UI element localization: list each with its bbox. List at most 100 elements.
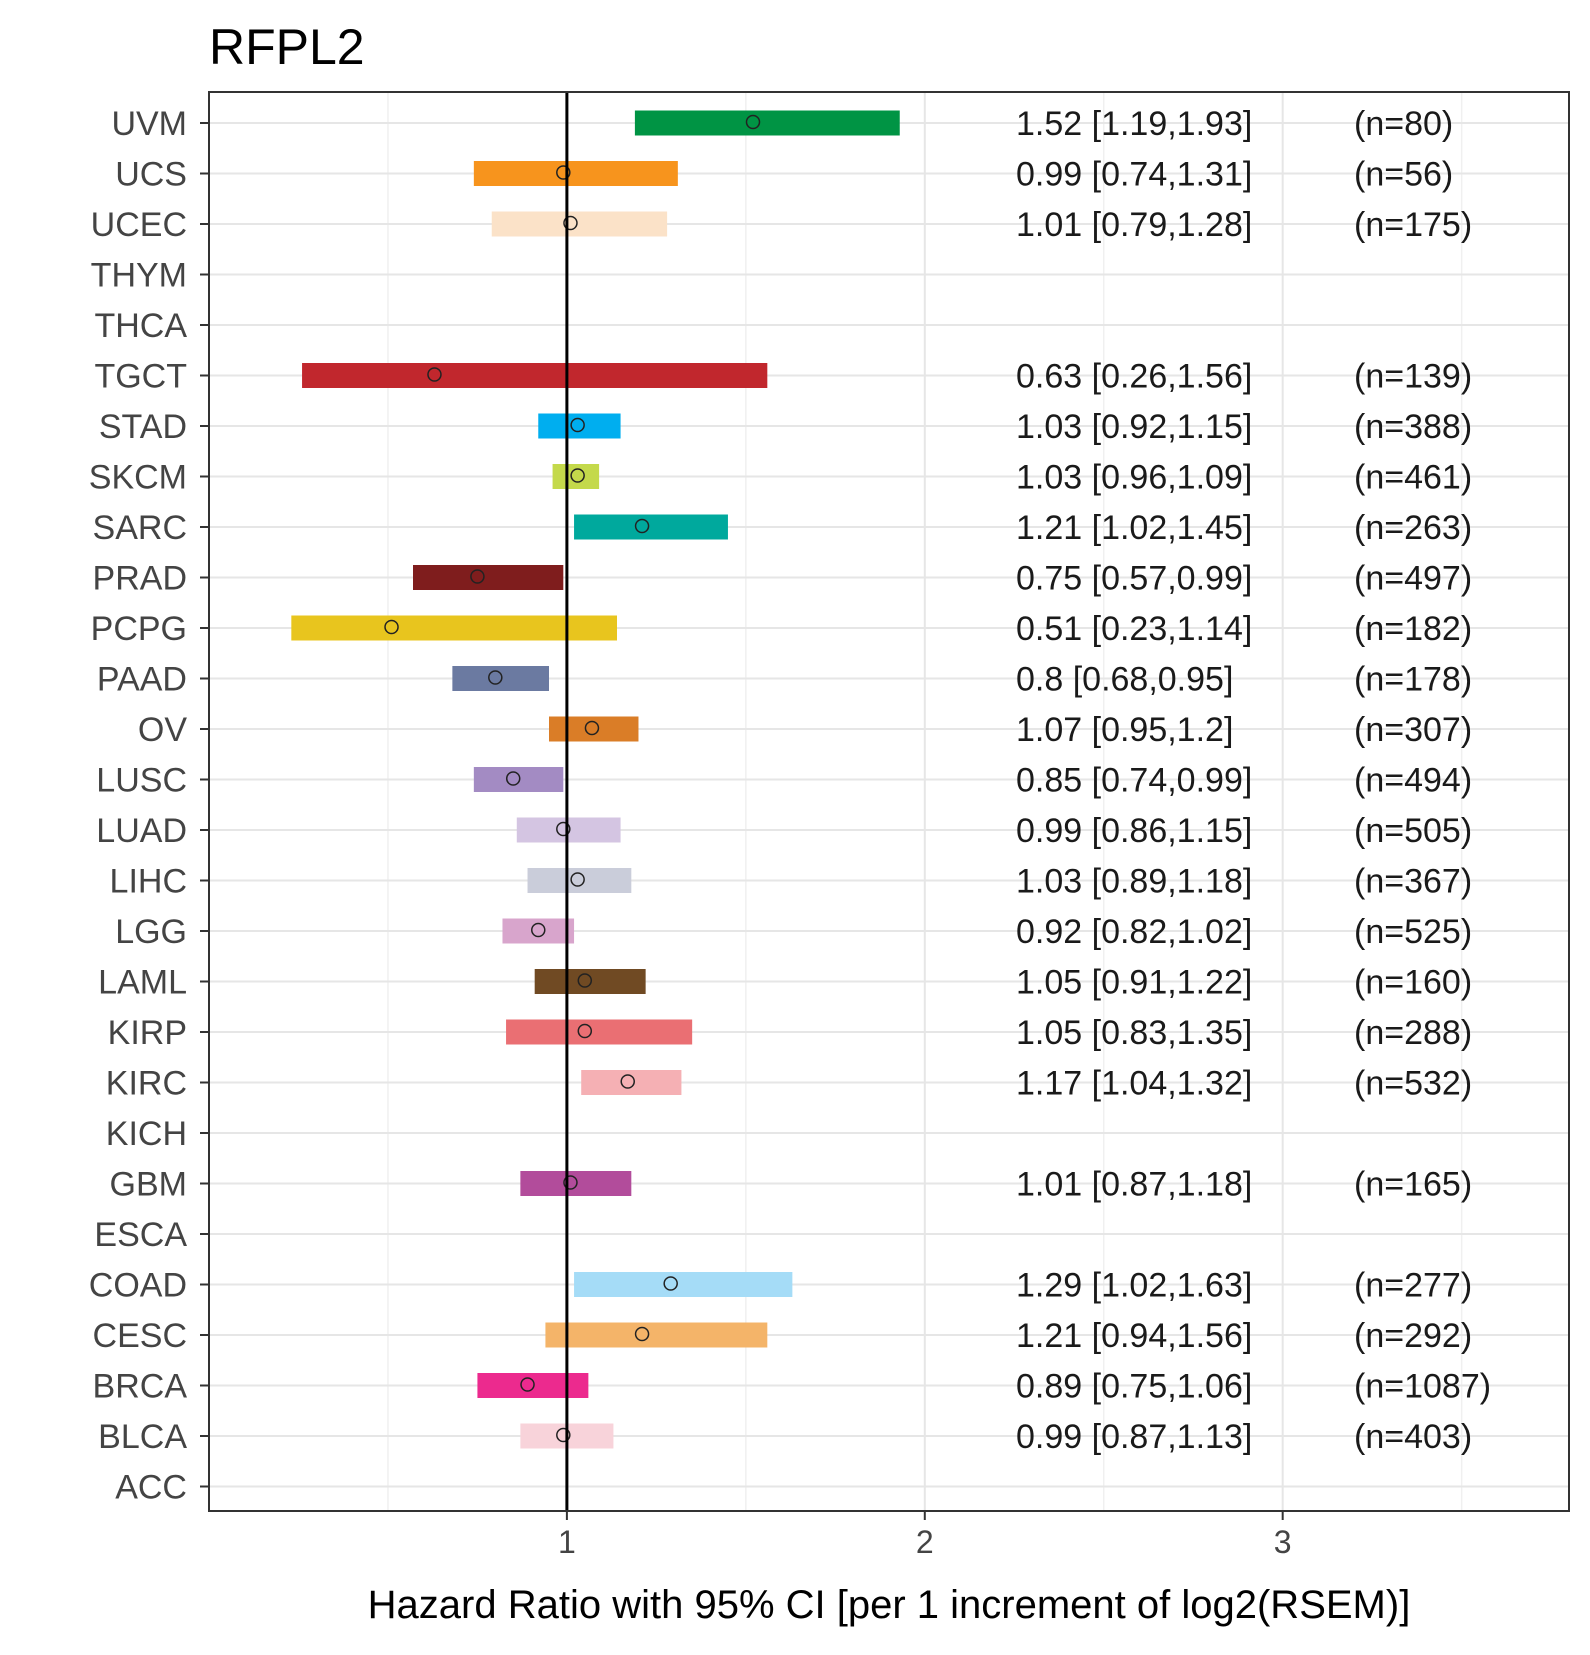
grid-layer	[209, 92, 1569, 1511]
n-text-kirp: (n=288)	[1354, 1014, 1472, 1052]
ci-bar-laml	[534, 969, 646, 994]
y-tick-label-cesc: CESC	[93, 1317, 187, 1355]
ci-bar-skcm	[552, 464, 600, 489]
n-text-cesc: (n=292)	[1354, 1317, 1472, 1355]
hr-text-tgct: 0.63 [0.26,1.56]	[1016, 358, 1252, 396]
hr-text-kirp: 1.05 [0.83,1.35]	[1016, 1014, 1252, 1052]
hr-text-gbm: 1.01 [0.87,1.18]	[1016, 1166, 1252, 1204]
hr-text-lgg: 0.92 [0.82,1.02]	[1016, 913, 1252, 951]
n-text-luad: (n=505)	[1354, 812, 1472, 850]
bar-layer	[291, 110, 900, 1449]
hr-point-gbm	[563, 1175, 578, 1190]
hr-point-lgg	[531, 922, 546, 938]
hr-point-ucec	[563, 215, 578, 231]
y-tick-label-brca: BRCA	[93, 1368, 188, 1406]
y-tick-label-lusc: LUSC	[96, 762, 187, 800]
chart-title: RFPL2	[209, 19, 365, 75]
n-text-pcpg: (n=182)	[1354, 610, 1472, 648]
n-text-prad: (n=497)	[1354, 560, 1472, 598]
hr-point-brca	[520, 1377, 535, 1392]
ci-bar-prad	[413, 565, 564, 590]
hr-text-ucs: 0.99 [0.74,1.31]	[1016, 156, 1252, 194]
y-tick-label-ov: OV	[138, 711, 187, 749]
y-tick-label-laml: LAML	[98, 964, 187, 1002]
hr-point-skcm	[570, 468, 585, 483]
hr-point-ov	[584, 720, 600, 736]
n-text-brca: (n=1087)	[1354, 1368, 1491, 1406]
y-tick-label-paad: PAAD	[97, 661, 187, 699]
hr-point-paad	[488, 670, 503, 685]
y-tick-label-tgct: TGCT	[94, 358, 187, 396]
hr-point-coad	[663, 1276, 678, 1291]
ci-bar-lgg	[502, 918, 575, 944]
y-tick-label-kirp: KIRP	[108, 1014, 187, 1052]
hr-text-kirc: 1.17 [1.04,1.32]	[1016, 1065, 1252, 1103]
n-text-kirc: (n=532)	[1354, 1065, 1472, 1103]
n-text-stad: (n=388)	[1354, 408, 1472, 446]
text-layer: 1.52 [1.19,1.93] (n=80) 0.99 [0.74,1.31] (n…	[1016, 105, 1491, 1456]
hr-text-coad: 1.29 [1.02,1.63]	[1016, 1267, 1252, 1305]
n-text-paad: (n=178)	[1354, 661, 1472, 699]
n-text-blca: (n=403)	[1354, 1418, 1472, 1456]
hr-point-uvm	[745, 114, 761, 130]
n-text-sarc: (n=263)	[1354, 509, 1472, 547]
y-tick-label-gbm: GBM	[110, 1166, 187, 1204]
ci-bar-lihc	[527, 868, 632, 893]
hr-text-stad: 1.03 [0.92,1.15]	[1016, 408, 1252, 446]
x-axis-label: Hazard Ratio with 95% CI [per 1 incremen…	[368, 1583, 1411, 1627]
ci-bar-coad	[574, 1272, 793, 1297]
n-text-ucec: (n=175)	[1354, 206, 1472, 244]
hr-point-blca	[556, 1427, 571, 1443]
y-tick-label-esca: ESCA	[94, 1216, 187, 1254]
axis-layer: UVM UCS UCEC THYM THCA TGCT STAD SKCM SARC PRAD PC…	[89, 105, 1292, 1560]
hr-point-kirp	[577, 1023, 593, 1039]
ci-bar-uvm	[634, 110, 900, 136]
n-text-ov: (n=307)	[1354, 711, 1472, 749]
hr-point-lusc	[505, 771, 521, 786]
hr-point-luad	[556, 821, 571, 837]
y-tick-label-lihc: LIHC	[110, 863, 187, 901]
ci-bar-kirp	[506, 1019, 693, 1045]
hr-point-laml	[577, 973, 593, 988]
hr-text-prad: 0.75 [0.57,0.99]	[1016, 560, 1252, 598]
hr-point-ucs	[556, 165, 571, 180]
ci-bar-kirc	[581, 1070, 682, 1095]
hr-point-stad	[570, 417, 585, 433]
hr-point-sarc	[634, 518, 650, 534]
hr-point-prad	[470, 569, 485, 584]
n-text-ucs: (n=56)	[1354, 156, 1453, 194]
x-tick-label: 2	[916, 1524, 934, 1560]
y-tick-label-sarc: SARC	[93, 509, 187, 547]
hr-text-skcm: 1.03 [0.96,1.09]	[1016, 459, 1252, 497]
y-tick-label-skcm: SKCM	[89, 459, 187, 497]
ci-bar-tgct	[302, 363, 768, 388]
y-tick-label-ucs: UCS	[115, 156, 187, 194]
ci-bar-pcpg	[291, 615, 617, 641]
y-tick-label-blca: BLCA	[98, 1418, 187, 1456]
hr-text-paad: 0.8 [0.68,0.95]	[1016, 661, 1233, 699]
n-text-coad: (n=277)	[1354, 1267, 1472, 1305]
y-tick-label-pcpg: PCPG	[91, 610, 187, 648]
n-text-skcm: (n=461)	[1354, 459, 1472, 497]
ci-bar-lusc	[473, 767, 564, 792]
y-tick-label-uvm: UVM	[111, 105, 187, 143]
ci-bar-luad	[516, 817, 621, 843]
ci-bar-ucs	[473, 161, 678, 186]
y-tick-label-prad: PRAD	[93, 560, 187, 598]
ci-bar-cesc	[545, 1322, 768, 1348]
y-tick-label-coad: COAD	[89, 1267, 187, 1305]
ci-bar-ov	[549, 716, 639, 742]
hr-text-lusc: 0.85 [0.74,0.99]	[1016, 762, 1252, 800]
hr-text-ucec: 1.01 [0.79,1.28]	[1016, 206, 1252, 244]
panel-border	[208, 91, 1570, 1512]
ci-bar-sarc	[574, 514, 728, 540]
x-tick-label: 3	[1274, 1524, 1292, 1560]
ci-bar-stad	[538, 413, 621, 439]
y-tick-label-ucec: UCEC	[91, 206, 187, 244]
y-tick-label-stad: STAD	[99, 408, 187, 446]
hr-text-uvm: 1.52 [1.19,1.93]	[1016, 105, 1252, 143]
hr-text-cesc: 1.21 [0.94,1.56]	[1016, 1317, 1252, 1355]
hr-text-lihc: 1.03 [0.89,1.18]	[1016, 863, 1252, 901]
